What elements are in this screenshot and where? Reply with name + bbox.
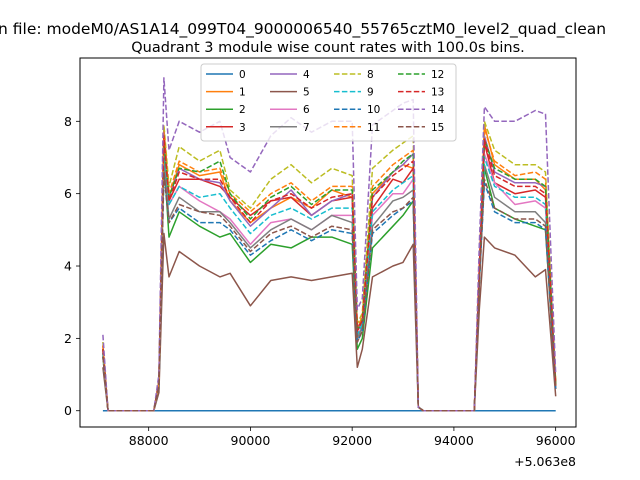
legend-label-7: 7 [303,122,310,134]
legend-label-14: 14 [431,104,445,116]
legend-label-1: 1 [239,87,246,99]
series-line-14 [102,77,557,412]
y-tick-label: 4 [64,259,72,274]
legend-label-5: 5 [303,87,310,99]
series-layer [102,77,557,412]
legend-frame [200,63,457,142]
legend-label-6: 6 [303,104,310,116]
x-tick-label: 88000 [129,433,169,448]
plot-frame [79,57,577,428]
legend-label-4: 4 [303,69,310,81]
x-tick-label: 96000 [536,433,576,448]
legend-label-9: 9 [367,87,374,99]
legend-label-13: 13 [431,87,444,99]
legend-label-12: 12 [431,69,444,81]
chart-title: Quadrant 3 module wise count rates with … [131,40,525,56]
series-line-13 [102,135,557,412]
x-axis-offset-label: +5.063e8 [514,454,576,469]
legend-label-8: 8 [367,69,374,81]
x-tick-label: 90000 [231,433,271,448]
legend-label-11: 11 [367,122,380,134]
y-tick-label: 0 [64,403,72,418]
x-tick-label: 94000 [434,433,474,448]
x-axis: 88000 90000 92000 94000 96000 [129,427,576,448]
x-tick-label: 92000 [332,433,372,448]
y-axis: 0 2 4 6 8 [64,114,80,418]
legend-label-10: 10 [367,104,380,116]
y-tick-label: 8 [64,114,72,129]
y-tick-label: 2 [64,331,72,346]
legend-label-3: 3 [239,122,246,134]
legend-label-0: 0 [239,69,246,81]
series-line-15 [102,171,557,412]
legend-label-15: 15 [431,122,444,134]
legend-label-2: 2 [239,104,246,116]
figure-suptitle: n file: modeM0/AS1A14_099T04_9000006540_… [0,20,606,39]
series-line-5 [102,232,557,412]
y-tick-label: 6 [64,186,72,201]
